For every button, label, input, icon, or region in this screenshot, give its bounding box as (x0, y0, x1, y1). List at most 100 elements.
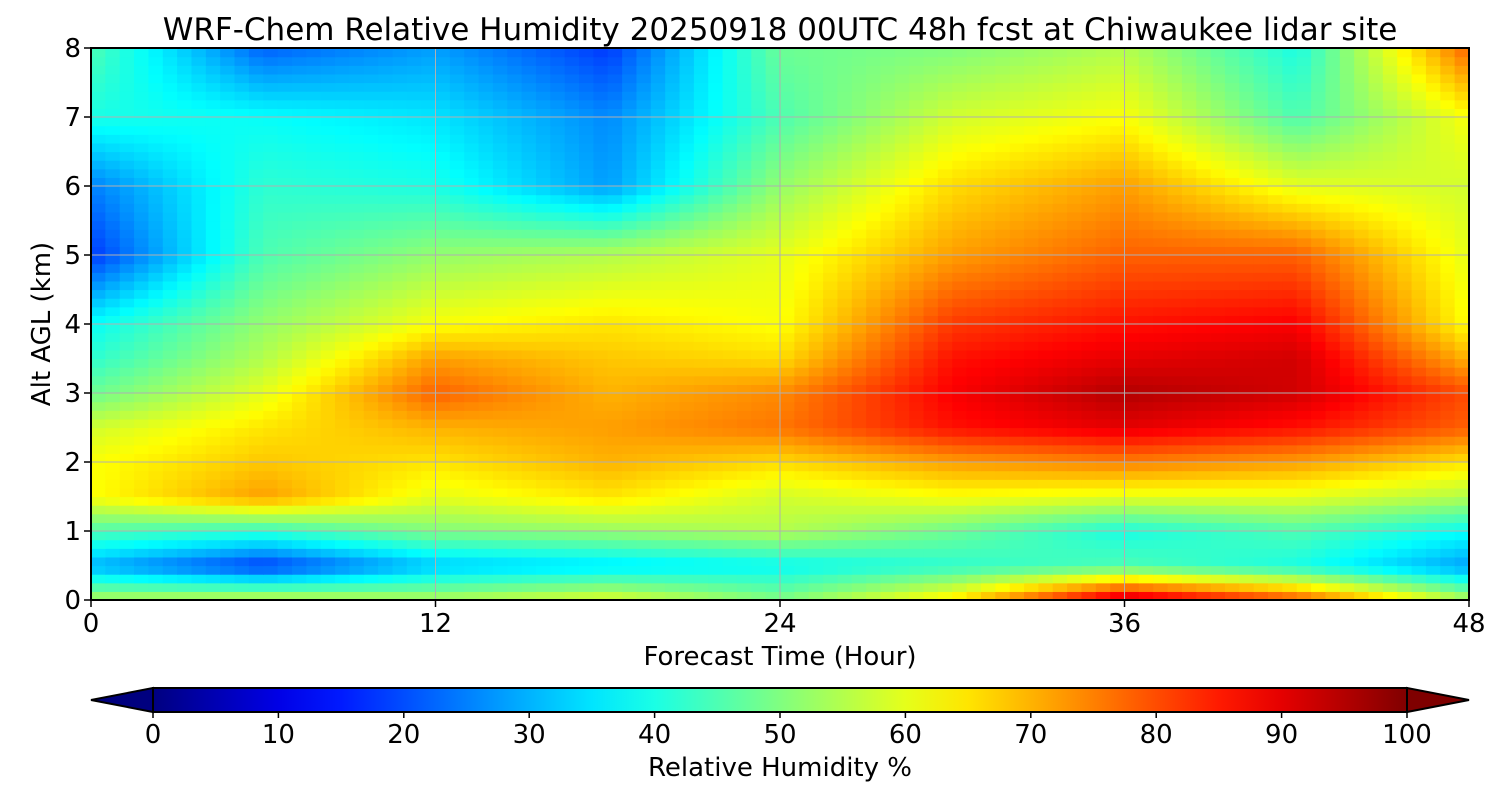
heatmap-cell (320, 220, 336, 230)
heatmap-cell (291, 324, 307, 334)
heatmap-cell (349, 418, 365, 429)
heatmap-cell (1153, 513, 1169, 523)
heatmap-cell (421, 367, 437, 377)
heatmap-cell (507, 349, 523, 360)
heatmap-cell (1009, 384, 1025, 394)
heatmap-cell (808, 203, 824, 213)
heatmap-cell (378, 444, 394, 454)
heatmap-cell (378, 255, 394, 265)
heatmap-cell (349, 574, 365, 584)
heatmap-cell (665, 237, 681, 247)
heatmap-cell (220, 298, 236, 308)
heatmap-cell (909, 246, 925, 256)
heatmap-cell (1268, 470, 1283, 480)
heatmap-cell (205, 168, 221, 178)
heatmap-cell (622, 367, 638, 377)
heatmap-cell (1009, 539, 1025, 549)
heatmap-cell (1124, 470, 1140, 480)
heatmap-cell (91, 487, 106, 498)
heatmap-cell (507, 574, 523, 584)
heatmap-cell (708, 582, 724, 592)
heatmap-cell (1196, 427, 1212, 437)
heatmap-cell (1210, 263, 1226, 273)
heatmap-cell (1038, 436, 1054, 446)
heatmap-cell (1425, 349, 1441, 360)
heatmap-cell (909, 470, 925, 480)
heatmap-cell (780, 548, 795, 558)
heatmap-cell (1181, 280, 1197, 291)
heatmap-cell (277, 263, 293, 273)
heatmap-cell (191, 168, 207, 178)
heatmap-cell (1067, 548, 1083, 558)
heatmap-cell (134, 211, 150, 222)
heatmap-cell (636, 401, 652, 411)
heatmap-cell (593, 539, 609, 549)
heatmap-cell (421, 548, 437, 558)
heatmap-cell (837, 341, 853, 351)
heatmap-cell (234, 375, 250, 385)
heatmap-cell (91, 194, 106, 204)
heatmap-cell (1253, 582, 1269, 592)
heatmap-cell (1024, 470, 1039, 480)
heatmap-cell (191, 341, 207, 351)
heatmap-cell (823, 487, 839, 498)
heatmap-cell (1425, 272, 1441, 282)
heatmap-cell (335, 565, 350, 575)
heatmap-cell (91, 470, 106, 480)
heatmap-cell (449, 522, 465, 532)
heatmap-cell (693, 160, 709, 170)
heatmap-cell (564, 237, 580, 247)
heatmap-cell (995, 168, 1011, 178)
heatmap-cell (794, 487, 810, 498)
heatmap-cell (177, 349, 193, 360)
heatmap-cell (1167, 384, 1183, 394)
heatmap-cell (1081, 177, 1097, 187)
heatmap-cell (363, 211, 379, 222)
heatmap-cell (751, 263, 767, 273)
heatmap-cell (1095, 418, 1111, 429)
heatmap-cell (1095, 410, 1111, 420)
heatmap-cell (1138, 548, 1154, 558)
heatmap-cell (937, 306, 953, 316)
heatmap-cell (650, 332, 666, 342)
heatmap-cell (507, 522, 523, 532)
heatmap-cell (1224, 168, 1240, 178)
heatmap-cell (464, 349, 480, 360)
heatmap-cell (1454, 384, 1469, 394)
heatmap-cell (1311, 591, 1327, 600)
heatmap-cell (1153, 582, 1169, 592)
heatmap-cell (335, 349, 350, 360)
heatmap-cell (1397, 349, 1413, 360)
heatmap-cell (1268, 194, 1283, 204)
heatmap-cell (1153, 505, 1169, 515)
heatmap-cell (1325, 168, 1341, 178)
heatmap-cell (550, 246, 566, 256)
heatmap-cell (1081, 280, 1097, 291)
heatmap-cell (119, 324, 135, 334)
heatmap-cell (421, 186, 437, 196)
heatmap-cell (665, 367, 681, 377)
heatmap-cell (708, 349, 724, 360)
heatmap-cell (449, 203, 465, 213)
heatmap-cell (1024, 522, 1039, 532)
heatmap-cell (923, 513, 939, 523)
heatmap-cell (1167, 358, 1183, 368)
heatmap-cell (220, 522, 236, 532)
heatmap-cell (435, 479, 451, 489)
heatmap-cell (162, 487, 178, 498)
heatmap-cell (650, 393, 666, 403)
heatmap-cells (91, 48, 1469, 600)
heatmap-cell (464, 591, 480, 600)
heatmap-cell (607, 393, 623, 403)
heatmap-cell (363, 324, 379, 334)
heatmap-cell (392, 548, 408, 558)
heatmap-cell (105, 177, 121, 187)
heatmap-cell (693, 203, 709, 213)
heatmap-cell (1124, 548, 1140, 558)
heatmap-cell (105, 298, 121, 308)
heatmap-cell (1138, 237, 1154, 247)
heatmap-cell (1440, 574, 1456, 584)
heatmap-cell (1397, 565, 1413, 575)
heatmap-cell (1009, 272, 1025, 282)
heatmap-cell (751, 272, 767, 282)
